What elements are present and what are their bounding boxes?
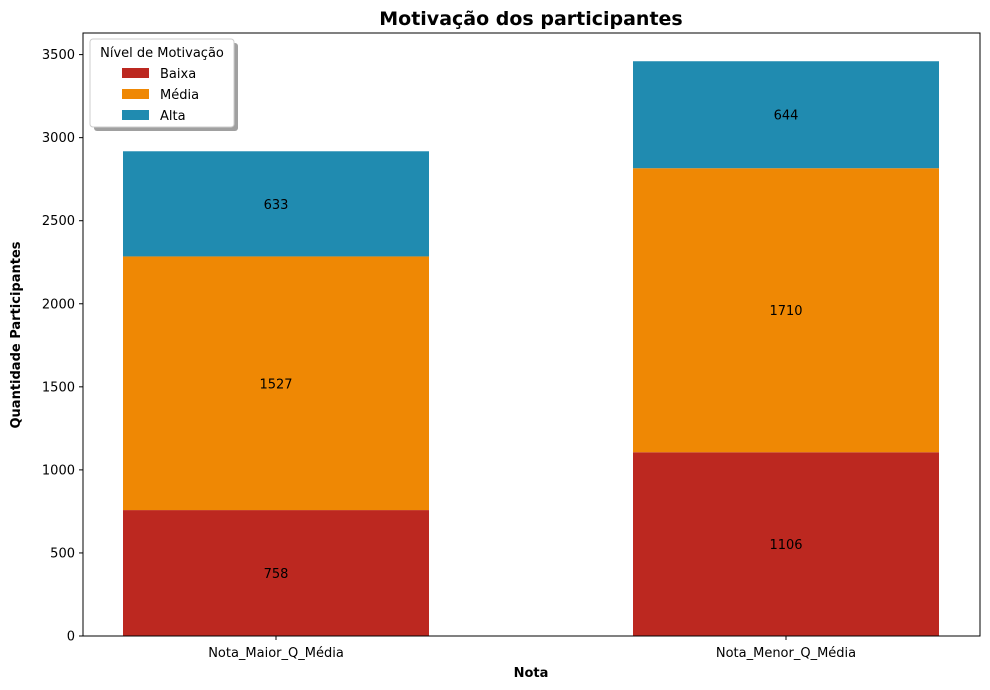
bar-value-label: 1527 — [259, 377, 292, 392]
legend-label: Alta — [160, 109, 186, 124]
y-tick-label: 1000 — [42, 463, 75, 478]
x-axis: Nota_Maior_Q_Média Nota_Menor_Q_Média — [208, 636, 856, 661]
y-tick-label: 2500 — [42, 214, 75, 229]
legend-swatch-alta — [122, 110, 149, 120]
chart-title: Motivação dos participantes — [379, 8, 682, 30]
bar-value-label: 1106 — [769, 538, 802, 553]
y-tick-label: 3500 — [42, 48, 75, 63]
y-axis: 0 500 1000 1500 2000 2500 3000 3500 — [42, 48, 83, 645]
legend-label: Baixa — [160, 67, 196, 82]
legend: Nível de Motivação Baixa Média Alta — [89, 38, 238, 131]
x-tick-label: Nota_Menor_Q_Média — [716, 646, 856, 661]
bar-baixa-1 — [633, 452, 939, 636]
bar-alta-1 — [633, 61, 939, 169]
bar-labels: 758 1527 633 1106 1710 644 — [259, 109, 802, 582]
legend-label: Média — [160, 88, 199, 103]
bar-value-label: 633 — [264, 198, 289, 213]
x-axis-label: Nota — [514, 666, 549, 681]
bar-alta-0 — [123, 151, 429, 257]
y-tick-label: 2000 — [42, 297, 75, 312]
y-axis-label: Quantidade Participantes — [9, 241, 24, 428]
bar-value-label: 1710 — [769, 304, 802, 319]
legend-swatch-média — [122, 89, 149, 99]
bar-value-label: 758 — [264, 567, 289, 582]
bar-value-label: 644 — [774, 109, 799, 124]
bar-média-0 — [123, 256, 429, 511]
legend-swatch-baixa — [122, 68, 149, 78]
bars — [123, 61, 939, 636]
legend-title: Nível de Motivação — [100, 46, 224, 61]
plot-area-frame — [82, 32, 981, 637]
x-tick-label: Nota_Maior_Q_Média — [208, 646, 344, 661]
bar-baixa-0 — [123, 510, 429, 636]
legend-items: Baixa Média Alta — [122, 67, 199, 124]
legend-box — [89, 38, 235, 128]
bar-média-1 — [633, 168, 939, 453]
y-tick-label: 1500 — [42, 380, 75, 395]
y-tick-label: 0 — [67, 630, 75, 645]
y-tick-label: 3000 — [42, 131, 75, 146]
y-tick-label: 500 — [50, 546, 75, 561]
